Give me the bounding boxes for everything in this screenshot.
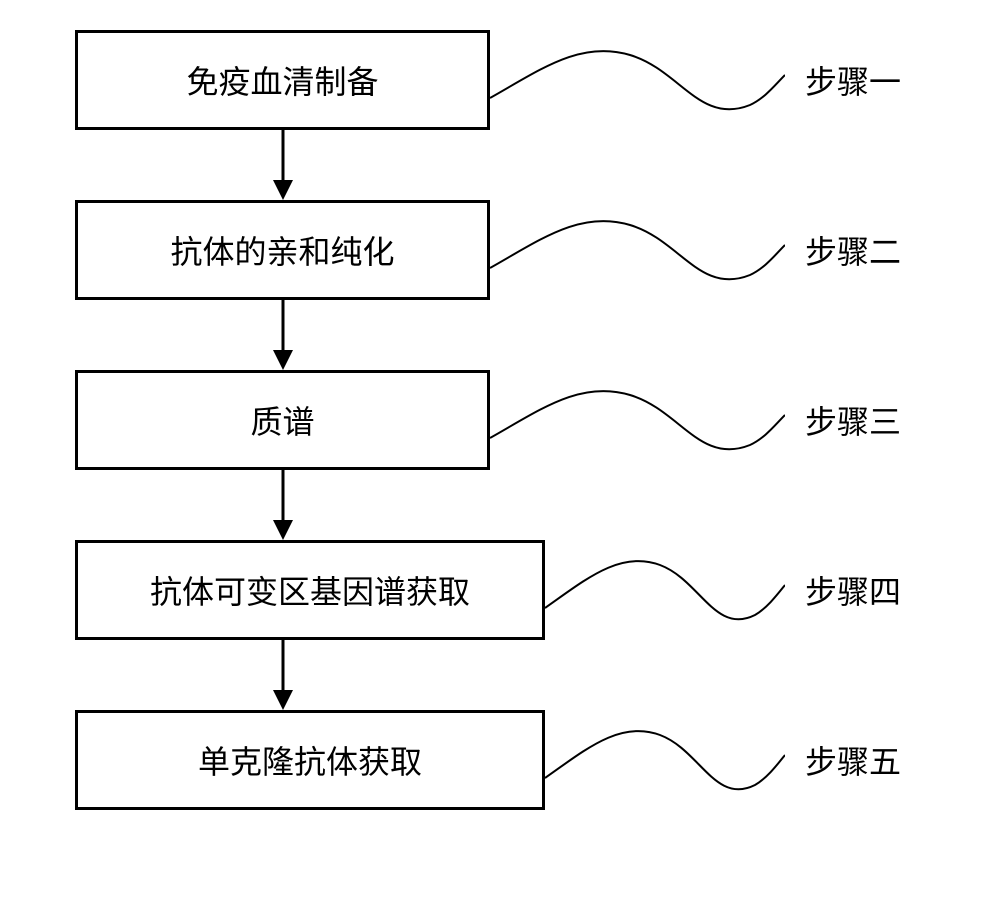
step-box-5: 单克隆抗体获取 bbox=[75, 710, 545, 810]
step-box-text: 免疫血清制备 bbox=[186, 57, 378, 103]
flowchart-row: 免疫血清制备 步骤一 bbox=[75, 30, 901, 130]
arrow-container bbox=[75, 640, 490, 710]
step-box-text: 抗体可变区基因谱获取 bbox=[150, 567, 470, 613]
flowchart-row: 抗体的亲和纯化 步骤二 bbox=[75, 200, 901, 300]
step-box-text: 单克隆抗体获取 bbox=[198, 737, 422, 783]
step-label-4: 步骤四 bbox=[805, 567, 901, 613]
step-box-1: 免疫血清制备 bbox=[75, 30, 490, 130]
down-arrow bbox=[268, 130, 298, 200]
arrow-container bbox=[75, 470, 490, 540]
step-box-4: 抗体可变区基因谱获取 bbox=[75, 540, 545, 640]
step-box-3: 质谱 bbox=[75, 370, 490, 470]
step-label-2: 步骤二 bbox=[805, 227, 901, 273]
flowchart-row: 单克隆抗体获取 步骤五 bbox=[75, 710, 901, 810]
wave-connector bbox=[545, 710, 785, 810]
wave-connector bbox=[490, 30, 785, 130]
wave-connector bbox=[490, 370, 785, 470]
down-arrow bbox=[268, 470, 298, 540]
flowchart-container: 免疫血清制备 步骤一 抗体的亲和纯化 步骤二 质谱 bbox=[75, 30, 980, 810]
flowchart-row: 抗体可变区基因谱获取 步骤四 bbox=[75, 540, 901, 640]
arrow-container bbox=[75, 300, 490, 370]
step-label-5: 步骤五 bbox=[805, 737, 901, 783]
step-box-text: 质谱 bbox=[250, 397, 314, 443]
down-arrow bbox=[268, 300, 298, 370]
step-label-3: 步骤三 bbox=[805, 397, 901, 443]
step-box-2: 抗体的亲和纯化 bbox=[75, 200, 490, 300]
step-box-text: 抗体的亲和纯化 bbox=[170, 227, 394, 273]
wave-connector bbox=[545, 540, 785, 640]
wave-connector bbox=[490, 200, 785, 300]
step-label-1: 步骤一 bbox=[805, 57, 901, 103]
arrow-container bbox=[75, 130, 490, 200]
down-arrow bbox=[268, 640, 298, 710]
flowchart-row: 质谱 步骤三 bbox=[75, 370, 901, 470]
